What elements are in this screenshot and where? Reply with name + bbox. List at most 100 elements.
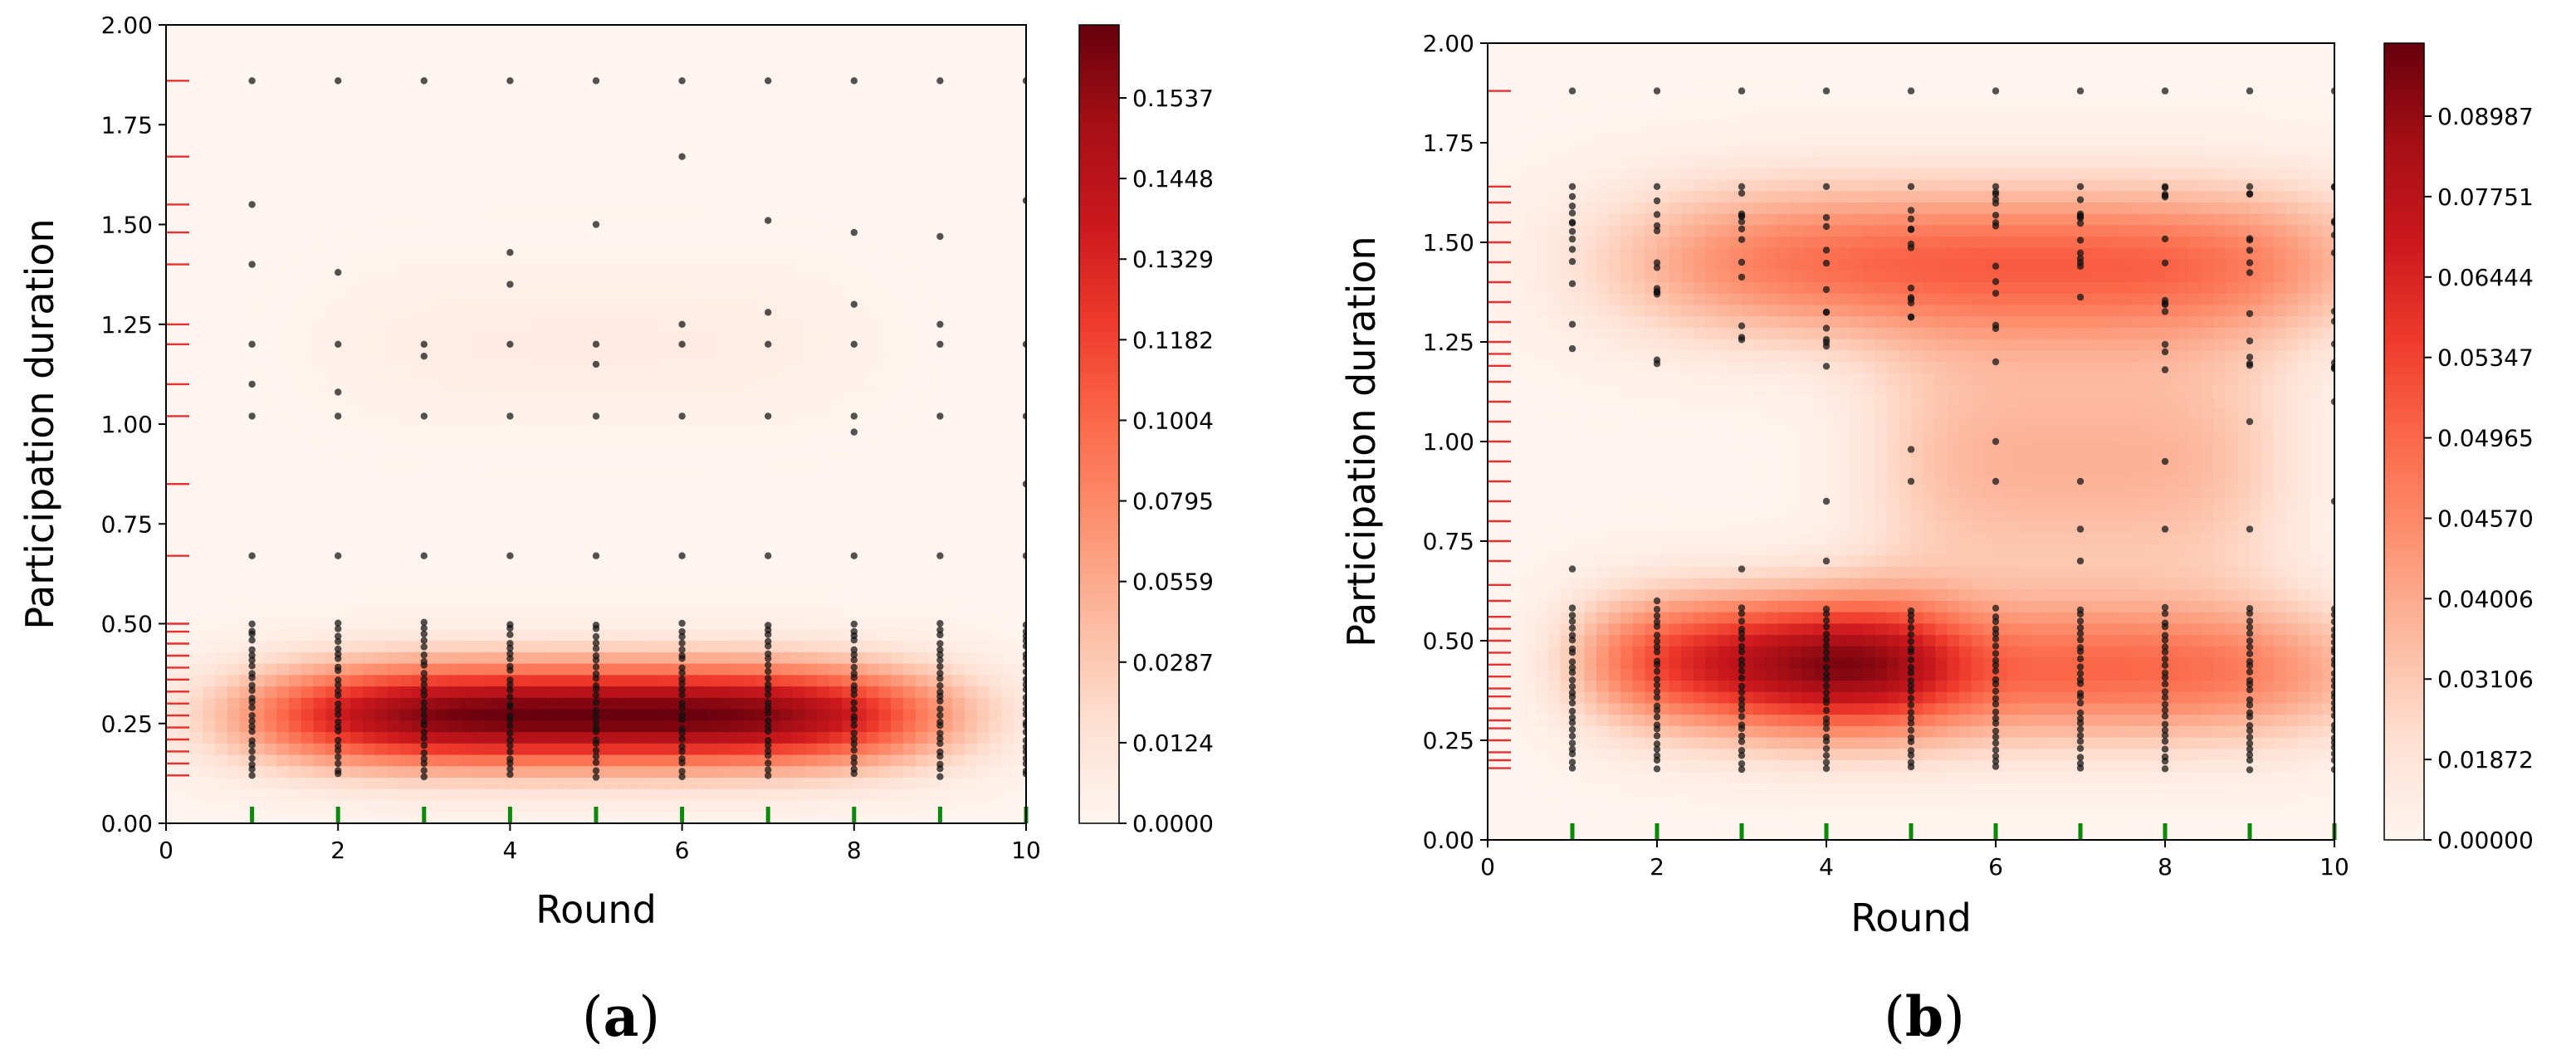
heat-cell [215, 458, 228, 471]
heat-cell [522, 754, 535, 768]
y-rug-a [166, 80, 189, 777]
heat-cell [473, 766, 486, 778]
heat-cell [866, 36, 880, 49]
heat-cell [633, 720, 646, 733]
heat-cell [719, 526, 732, 539]
heat-cell [325, 800, 339, 813]
heat-cell [853, 298, 868, 311]
heat-cell [264, 686, 277, 699]
heat-cell [842, 389, 855, 403]
heat-cell [989, 458, 1003, 471]
heat-cell [804, 25, 819, 37]
heat-cell [412, 504, 425, 516]
heat-cell [399, 697, 413, 710]
heat-cell [387, 150, 400, 163]
heat-cell [264, 812, 277, 823]
heat-cell [166, 81, 179, 95]
heat-cell [301, 720, 315, 733]
heat-cell [571, 686, 584, 699]
heat-cell [694, 287, 707, 300]
heat-cell [645, 47, 658, 61]
heat-cell [817, 25, 830, 37]
heat-cell [448, 196, 462, 208]
heat-cell [866, 218, 880, 232]
heat-cell [178, 161, 192, 174]
heat-cell [571, 732, 584, 744]
heat-cell [596, 583, 609, 596]
heat-cell [510, 469, 523, 482]
heat-cell [620, 709, 634, 722]
heat-cell [497, 367, 511, 379]
heat-cell [546, 355, 560, 368]
heat-cell [412, 196, 425, 208]
heat-cell [178, 310, 192, 323]
heat-cell [510, 25, 523, 37]
heat-cell [853, 287, 868, 300]
heat-cell [780, 81, 794, 95]
heat-cell [338, 766, 351, 778]
heat-cell [510, 812, 523, 823]
heat-cell [301, 389, 315, 403]
heat-cell [743, 652, 757, 665]
heat-cell [657, 458, 671, 471]
heat-cell [584, 344, 597, 357]
heat-cell [178, 59, 192, 71]
heat-cell [620, 697, 634, 710]
heat-cell [989, 161, 1003, 174]
heat-cell [878, 549, 892, 562]
heat-cell [461, 355, 474, 368]
heat-cell [301, 617, 315, 631]
heat-cell [645, 447, 658, 460]
heat-cell [448, 583, 462, 596]
heat-cell [976, 766, 990, 778]
heat-cell [584, 184, 597, 197]
heat-cell [276, 595, 290, 608]
heat-cell [546, 800, 560, 813]
heat-cell [755, 184, 769, 197]
heat-cell [620, 686, 634, 699]
heat-cell [399, 412, 413, 425]
heat-cell [878, 469, 892, 482]
heat-cell [350, 697, 364, 710]
heat-cell [215, 583, 228, 596]
heat-cell [313, 458, 327, 471]
heat-cell [546, 70, 560, 83]
heat-cell [546, 560, 560, 573]
heat-cell [891, 276, 904, 288]
heat-cell [940, 595, 953, 608]
heat-cell [239, 252, 253, 266]
heat-cell [252, 778, 266, 790]
heat-cell [976, 652, 990, 665]
heat-cell [952, 709, 965, 722]
heat-cell [584, 230, 597, 242]
heat-cell [853, 583, 868, 596]
heat-cell [362, 595, 376, 608]
heat-cell [976, 127, 990, 140]
heat-cell [215, 595, 228, 608]
heat-cell [325, 401, 339, 414]
heat-cell [399, 401, 413, 414]
heat-cell [645, 70, 658, 83]
heat-cell [535, 435, 548, 448]
heat-cell [338, 242, 351, 254]
heat-cell [940, 355, 953, 368]
heat-cell [559, 47, 573, 61]
heat-cell [289, 629, 302, 642]
heat-cell [866, 47, 880, 61]
heat-cell [485, 458, 499, 471]
heat-cell [325, 139, 339, 151]
heat-cell [768, 367, 781, 379]
heat-cell [608, 732, 622, 744]
heat-cell [497, 115, 511, 129]
heat-cell [374, 321, 389, 334]
heat-cell [473, 161, 486, 174]
heat-cell [239, 583, 253, 596]
heat-cell [215, 196, 228, 208]
heat-cell [780, 800, 794, 813]
heat-cell [669, 560, 683, 573]
heat-cell [338, 481, 351, 494]
heat-cell [571, 389, 584, 403]
heat-cell [1014, 47, 1026, 61]
heat-cell [559, 606, 573, 619]
heat-cell [301, 560, 315, 573]
